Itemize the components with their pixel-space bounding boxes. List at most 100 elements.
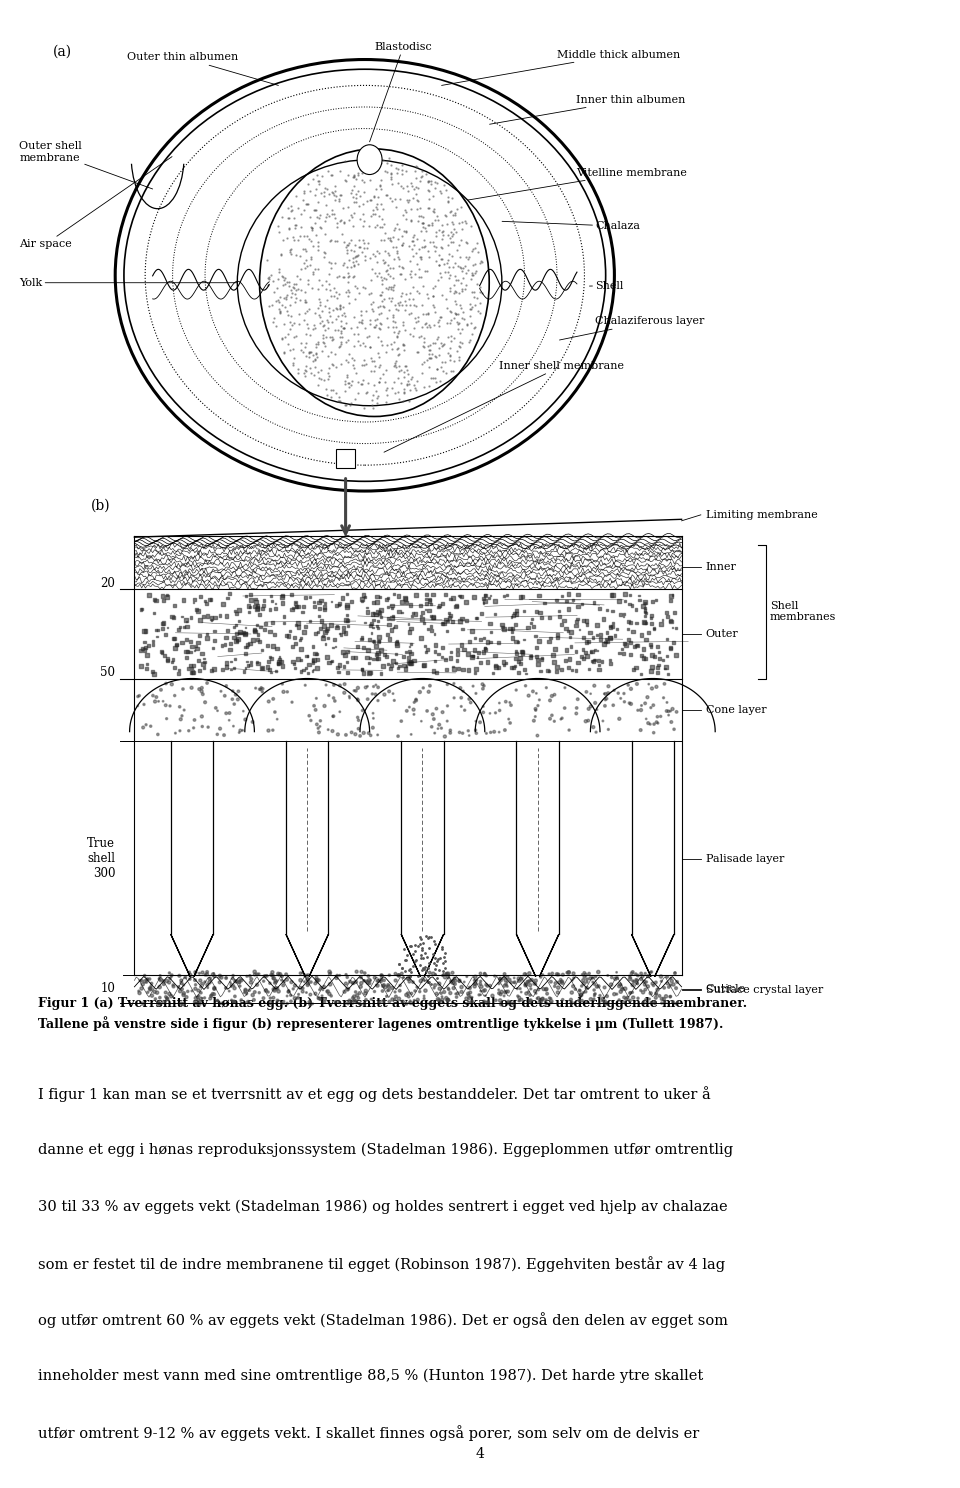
Point [469,231,485,254]
Point [408,295,423,318]
Point [270,289,285,312]
Point [421,926,437,949]
Point [441,961,456,985]
Point [418,955,433,979]
Point [179,646,194,670]
Point [299,656,314,680]
Point [630,698,645,722]
Point [223,637,238,661]
Point [568,613,584,637]
Point [333,353,348,376]
Point [288,591,303,615]
Point [427,170,443,193]
Point [411,964,426,988]
Point [427,622,443,646]
Point [293,216,308,240]
Point [218,976,233,1000]
Point [330,304,346,327]
Point [453,695,468,719]
Point [418,640,433,664]
Point [624,961,639,985]
Point [420,970,436,994]
Point [363,969,378,992]
Point [296,308,311,332]
Point [427,963,443,987]
Point [627,970,642,994]
Point [188,634,204,658]
Point [427,946,443,970]
Point [228,969,243,992]
Point [280,304,296,327]
Point [605,615,620,638]
Point [427,973,443,997]
Point [579,991,594,1015]
Point [361,661,376,684]
Point [306,693,322,717]
Point [625,969,640,992]
Point [361,214,376,238]
Point [523,988,539,1012]
Point [402,957,418,981]
Point [348,960,364,984]
Point [410,310,425,333]
Point [370,647,385,671]
Point [195,683,210,707]
Point [356,170,372,193]
Point [379,376,395,400]
Point [395,158,410,182]
Point [439,987,454,1010]
Point [314,299,329,323]
Point [349,244,365,268]
Point [660,966,675,990]
Point [362,324,377,348]
Point [133,598,149,622]
Point [188,973,204,997]
Point [393,174,408,198]
Point [376,973,392,997]
Point [348,244,363,268]
Point [309,686,324,710]
Point [416,228,431,251]
Point [420,286,436,310]
Point [281,216,297,240]
Point [232,719,248,743]
Point [428,220,444,244]
Point [136,991,152,1015]
Point [325,327,341,351]
Point [452,585,468,609]
Point [327,689,343,713]
Point [389,631,404,655]
Point [298,354,313,378]
Point [265,963,280,987]
Point [411,933,426,957]
Point [307,356,323,379]
Point [432,946,447,970]
Point [194,676,209,699]
Point [322,650,337,674]
Point [464,214,479,238]
Point [666,631,682,655]
Point [338,723,353,747]
Point [353,299,369,323]
Point [347,190,362,214]
Point [364,293,379,317]
Point [298,237,313,260]
Point [288,613,303,637]
Point [480,631,495,655]
Point [351,235,367,259]
Point [633,719,648,743]
Point [588,649,603,673]
Point [262,619,277,643]
Point [528,705,543,729]
Point [175,978,190,1001]
Point [463,985,478,1009]
Point [314,164,329,187]
Point [440,673,455,696]
Point [431,972,446,995]
Point [373,662,389,686]
Point [476,586,492,610]
Point [287,216,302,240]
Point [576,972,591,995]
Point [236,981,252,1004]
Point [401,967,417,991]
